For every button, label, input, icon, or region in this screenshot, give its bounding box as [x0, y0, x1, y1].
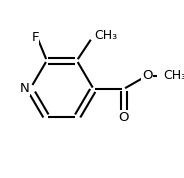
Text: O: O	[142, 69, 152, 82]
Text: N: N	[20, 82, 29, 96]
Text: F: F	[31, 30, 39, 44]
Text: CH₃: CH₃	[94, 29, 118, 42]
Text: O: O	[118, 111, 129, 124]
Text: CH₃: CH₃	[163, 69, 184, 82]
